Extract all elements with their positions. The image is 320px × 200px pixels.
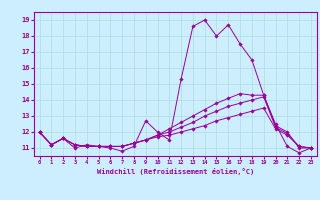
X-axis label: Windchill (Refroidissement éolien,°C): Windchill (Refroidissement éolien,°C) [97, 168, 254, 175]
